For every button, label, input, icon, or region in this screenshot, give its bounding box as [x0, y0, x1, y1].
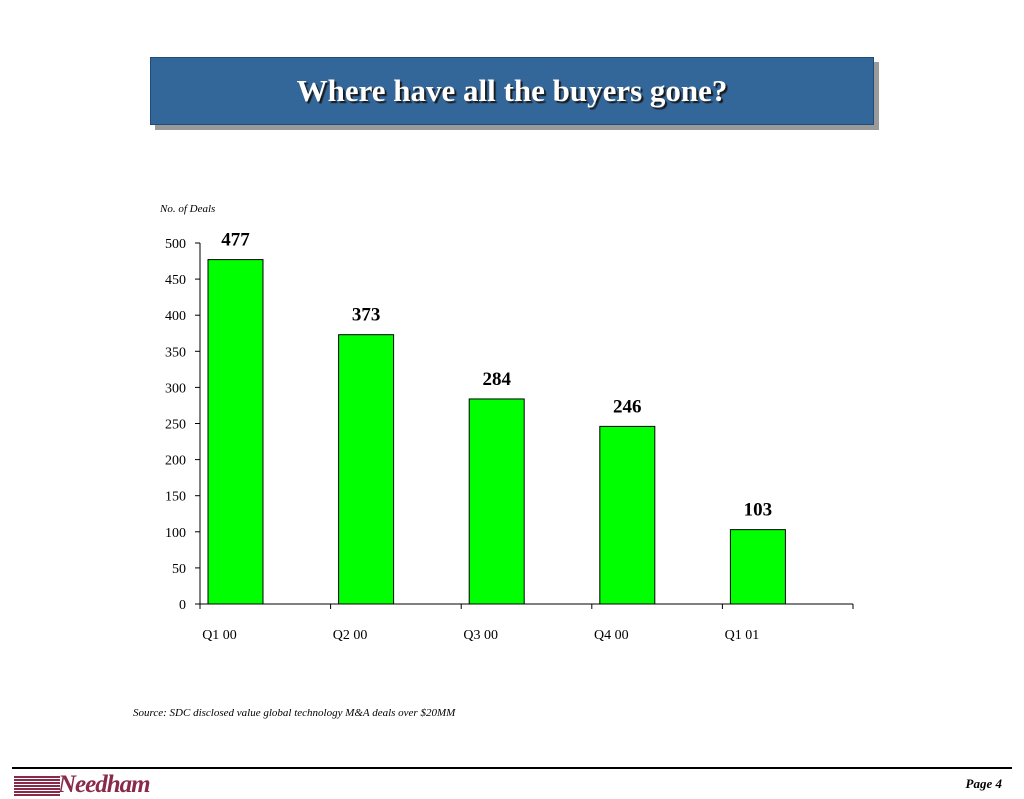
y-tick-label: 0 — [179, 598, 186, 613]
y-tick-label: 150 — [165, 490, 186, 505]
needham-logo: Needham — [14, 771, 151, 798]
footer-divider — [12, 767, 1012, 769]
y-tick-label: 100 — [165, 526, 186, 541]
y-tick-label: 300 — [165, 381, 186, 396]
x-tick-label: Q3 00 — [463, 628, 498, 643]
x-tick-label: Q4 00 — [594, 628, 629, 643]
page-number: Page 4 — [965, 776, 1002, 791]
data-label: 103 — [744, 500, 773, 521]
y-tick-label: 350 — [165, 345, 186, 360]
bar-q1-00 — [207, 259, 264, 605]
y-tick-label: 250 — [165, 418, 186, 433]
bar-q1-01 — [729, 529, 786, 605]
x-tick-label: Q1 00 — [202, 628, 237, 643]
slide-title: Where have all the buyers gone? — [296, 73, 728, 108]
bar-chart: No. of Deals 477 373 284 246 103 0 50 100 150 200 2… — [159, 203, 854, 643]
logo-stripes — [14, 776, 60, 796]
y-tick-label: 450 — [165, 273, 186, 288]
x-tick-label: Q2 00 — [333, 628, 368, 643]
data-label: 477 — [221, 230, 250, 251]
data-label: 284 — [482, 369, 511, 390]
y-tick-label: 400 — [165, 309, 186, 324]
logo-wordmark: Needham — [58, 771, 151, 798]
y-axis-label: No. of Deals — [159, 203, 215, 215]
source-note: Source: SDC disclosed value global techn… — [133, 707, 456, 719]
title-banner: Where have all the buyers gone? — [150, 57, 874, 125]
y-tick-label: 50 — [172, 562, 186, 577]
bar-q3-00 — [468, 398, 525, 605]
x-tick-label: Q1 01 — [725, 628, 760, 643]
data-label: 246 — [613, 396, 642, 417]
y-tick-label: 200 — [165, 454, 186, 469]
bar-q2-00 — [338, 334, 395, 605]
data-label: 373 — [352, 305, 381, 326]
y-tick-label: 500 — [165, 237, 186, 252]
bar-q4-00 — [599, 425, 656, 605]
